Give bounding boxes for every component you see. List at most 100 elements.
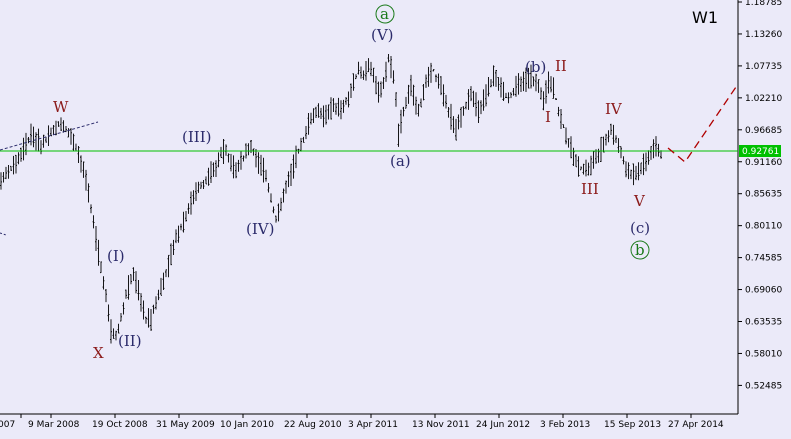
ohlc-bar	[622, 156, 625, 165]
ohlc-bar	[35, 132, 37, 151]
ohlc-bar	[382, 77, 385, 89]
time-tick-label: 007	[0, 420, 15, 430]
time-tick-label: 3 Feb 2013	[540, 420, 590, 430]
ohlc-bar	[30, 123, 32, 146]
ohlc-bar	[600, 136, 602, 162]
price-tick-label: 1.07735	[745, 62, 782, 72]
ohlc-bar	[372, 67, 375, 83]
plot-area	[0, 0, 738, 414]
ohlc-bar	[625, 161, 627, 178]
ohlc-bar	[640, 162, 642, 175]
ohlc-bar	[525, 67, 527, 92]
ohlc-bar	[72, 133, 75, 151]
ohlc-bar	[390, 56, 392, 79]
ohlc-bar	[567, 138, 570, 148]
ohlc-bar	[95, 225, 97, 252]
ohlc-bar	[170, 243, 172, 266]
ohlc-bar	[595, 149, 597, 164]
ohlc-bar	[27, 136, 30, 144]
ohlc-bar	[637, 162, 640, 181]
price-badge-text: 0.92761	[742, 147, 779, 157]
ohlc-bar	[605, 133, 607, 146]
ohlc-bar	[590, 155, 592, 176]
ohlc-bar	[452, 116, 455, 134]
ohlc-bar	[165, 269, 167, 278]
ohlc-bar	[532, 76, 535, 87]
wave-circle-b	[630, 240, 650, 260]
ohlc-bar	[60, 117, 62, 131]
ohlc-bar	[102, 276, 105, 290]
ohlc-bar	[340, 100, 342, 120]
ohlc-bar	[255, 148, 257, 168]
ohlc-bar	[495, 70, 497, 87]
ohlc-bar	[555, 97, 557, 101]
ohlc-bar	[377, 81, 380, 103]
ohlc-bar	[405, 96, 407, 109]
time-axis: 007 9 Mar 2008 19 Oct 2008 31 May 2009 10 Ja…	[0, 414, 724, 430]
ohlc-bars	[0, 54, 662, 344]
ohlc-bar	[295, 145, 297, 169]
ohlc-bar	[120, 312, 122, 322]
ohlc-bar	[87, 183, 90, 203]
ohlc-bar	[360, 66, 362, 79]
ohlc-bar	[642, 153, 645, 176]
ohlc-bar	[545, 80, 547, 104]
ohlc-bar	[395, 92, 397, 107]
ohlc-bar	[52, 124, 55, 135]
ohlc-bar	[202, 180, 205, 189]
ohlc-bar	[580, 166, 582, 171]
ohlc-bar	[235, 162, 237, 179]
ohlc-bar	[467, 89, 470, 110]
ohlc-bar	[112, 328, 115, 339]
price-tick-label: 0.96685	[745, 126, 782, 136]
price-tick-label: 0.63535	[745, 318, 782, 328]
ohlc-bar	[185, 211, 187, 222]
ohlc-bar	[307, 113, 310, 135]
time-tick-label: 19 Oct 2008	[92, 420, 148, 430]
ohlc-bar	[455, 118, 457, 141]
ohlc-bar	[20, 147, 22, 162]
ohlc-bar	[375, 75, 377, 95]
ohlc-bar	[322, 105, 325, 128]
ohlc-bar	[177, 225, 180, 243]
ohlc-bar	[122, 302, 125, 315]
ohlc-bar	[520, 76, 522, 92]
ohlc-bar	[172, 239, 175, 256]
ohlc-bar	[357, 61, 360, 75]
ohlc-bar	[355, 74, 357, 80]
time-tick-label: 24 Jun 2012	[476, 420, 530, 430]
ohlc-bar	[205, 176, 207, 185]
ohlc-bar	[630, 169, 632, 180]
ohlc-bar	[317, 103, 320, 118]
ohlc-bar	[242, 155, 245, 162]
ohlc-bar	[635, 165, 637, 181]
ohlc-bar	[385, 61, 387, 82]
ohlc-bar	[365, 60, 367, 81]
ohlc-bar	[490, 79, 492, 88]
ohlc-bar	[470, 86, 472, 102]
ohlc-bar	[182, 211, 185, 233]
ohlc-bar	[647, 150, 650, 165]
wave-label-a-paren: (a)	[390, 152, 411, 170]
ohlc-bar	[152, 304, 155, 314]
ohlc-bar	[397, 123, 400, 147]
ohlc-bar	[427, 66, 430, 87]
ohlc-bar	[562, 124, 565, 128]
ohlc-bar	[412, 84, 415, 106]
ohlc-bar	[515, 75, 517, 97]
ohlc-bar	[320, 107, 322, 119]
ohlc-bar	[210, 161, 212, 184]
ohlc-bar	[265, 169, 267, 182]
ohlc-bar	[510, 92, 512, 99]
ohlc-bar	[500, 77, 502, 98]
ohlc-bar	[582, 163, 585, 175]
trendline	[0, 121, 99, 151]
ohlc-bar	[80, 155, 82, 173]
wave-label-II-blue: (II)	[118, 332, 142, 350]
ohlc-bar	[440, 76, 442, 96]
ohlc-bar	[482, 89, 485, 111]
wave-circle-a	[375, 4, 395, 24]
ohlc-bar	[325, 104, 327, 125]
